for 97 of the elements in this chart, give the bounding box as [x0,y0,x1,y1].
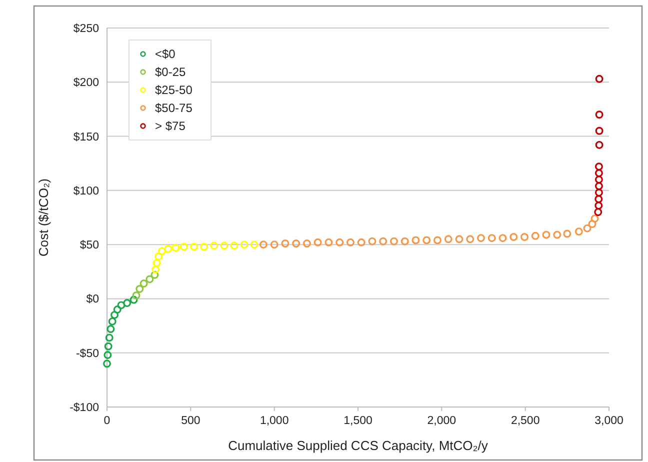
point [152,265,160,274]
point [542,230,550,239]
x-tick-label: 2,000 [427,415,456,427]
point [180,242,188,251]
point [466,235,474,244]
point [379,237,388,246]
y-tick-label: $150 [73,131,99,144]
point [498,234,507,242]
point [172,244,180,252]
point [259,240,268,249]
point [594,188,603,197]
point [510,233,518,241]
point [357,238,366,246]
point [563,230,572,238]
point [594,162,603,171]
point [590,214,599,223]
point [588,220,596,228]
point [346,238,354,246]
point [595,140,604,149]
point [595,74,604,83]
x-tick-label: 500 [181,415,200,427]
point [154,252,163,260]
legend-label: $50-75 [155,101,193,115]
y-tick-label: -$100 [70,402,99,414]
y-tick-label: -$50 [76,348,99,360]
point [302,239,311,248]
point [164,244,172,253]
point [103,360,111,368]
y-tick-label: $0 [86,294,99,306]
x-axis-title: Cumulative Supplied CCS Capacity, MtCO₂/y [228,438,488,453]
x-tick-label: 3,000 [594,415,624,427]
point [594,202,603,210]
point [210,242,218,250]
y-axis-title: Cost ($/tCO₂) [36,178,51,256]
point [531,232,540,240]
point [117,301,126,310]
point [106,325,115,334]
point [240,240,248,249]
point [152,258,161,267]
point [476,234,485,242]
point [113,306,122,314]
point [594,176,603,184]
point [595,110,604,119]
y-tick-label: $50 [80,240,99,252]
point [444,235,452,244]
point [123,299,132,308]
y-tick-label: $100 [73,185,99,198]
point [250,240,258,249]
point [108,317,116,326]
point [150,270,159,279]
point [520,233,528,241]
point [553,230,562,239]
point [594,195,603,204]
point [594,169,603,178]
point [146,275,154,284]
point [574,228,583,236]
point [230,242,238,250]
point [583,224,592,232]
x-tick-label: 0 [104,415,110,427]
point [110,310,119,319]
legend-label: $0-25 [155,65,186,79]
point [324,238,333,246]
legend-label: <$0 [155,47,176,61]
point [422,236,431,244]
point [130,296,138,304]
point [270,240,278,249]
x-tick-label: 1,000 [260,415,289,427]
x-tick-label: 1,500 [344,415,372,427]
point [281,239,290,248]
point [190,242,198,251]
point [292,239,300,248]
point [336,238,344,246]
point [220,242,228,250]
point [433,236,442,244]
y-tick-label: $200 [73,77,99,90]
point [594,208,602,216]
legend-label: > $75 [155,119,186,133]
point [104,351,112,360]
point [105,334,114,342]
point [132,291,140,300]
point [412,236,420,244]
point [488,234,496,242]
point [200,242,208,251]
point [400,237,409,246]
point [455,235,464,244]
point [140,280,148,288]
point [158,247,166,256]
legend-label: $25-50 [155,83,193,97]
point [595,126,604,135]
point [368,237,376,246]
point [136,284,144,293]
point [104,342,112,350]
y-tick-label: $250 [73,23,99,35]
point [314,238,322,246]
x-tick-label: 2,500 [510,415,540,427]
point [594,182,603,190]
point [390,237,398,246]
